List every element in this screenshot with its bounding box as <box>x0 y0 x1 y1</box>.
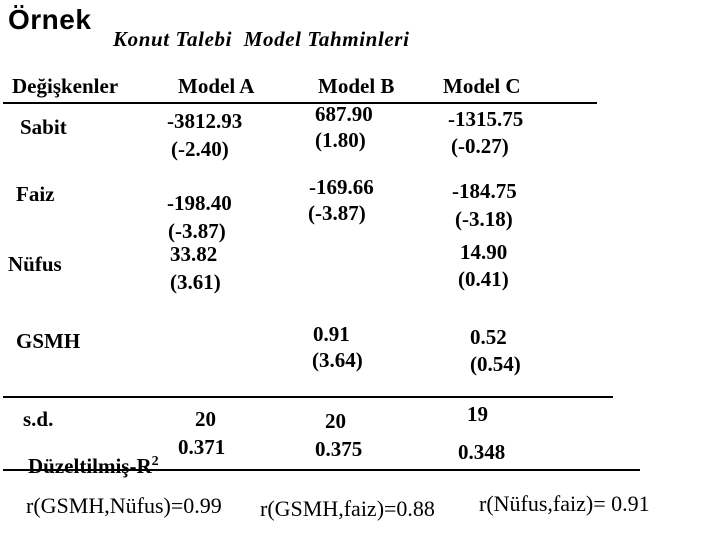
gsmh-model-b-coef: 0.91 <box>313 322 350 346</box>
slide-title: Konut Talebi Model Tahminleri <box>113 27 410 51</box>
sabit-model-a-tstat: (-2.40) <box>171 137 229 161</box>
bottom-divider <box>3 469 640 471</box>
slide-heading: Örnek <box>8 4 92 35</box>
correlation-gsmh-nufus: r(GSMH,Nüfus)=0.99 <box>26 493 222 518</box>
adjusted-r2-superscript: 2 <box>151 454 159 469</box>
r2-model-a: 0.371 <box>178 435 226 459</box>
faiz-model-a-coef: -198.40 <box>167 191 232 215</box>
faiz-model-c-coef: -184.75 <box>452 179 517 203</box>
adjusted-r2-text: Düzeltilmiş-R <box>28 454 152 478</box>
gsmh-model-c-tstat: (0.54) <box>470 352 521 376</box>
body-divider <box>3 396 613 398</box>
col-header-model-a: Model A <box>178 74 255 98</box>
row-label-gsmh: GSMH <box>16 329 81 353</box>
gsmh-model-b-tstat: (3.64) <box>312 348 363 372</box>
gsmh-model-c-coef: 0.52 <box>470 325 507 349</box>
sabit-model-a-coef: -3812.93 <box>167 109 243 133</box>
col-header-model-b: Model B <box>318 74 395 98</box>
faiz-model-a-tstat: (-3.87) <box>168 219 226 243</box>
correlation-gsmh-faiz: r(GSMH,faiz)=0.88 <box>260 496 435 521</box>
stat-label-sd: s.d. <box>23 407 54 431</box>
faiz-model-c-tstat: (-3.18) <box>455 207 513 231</box>
nufus-model-c-coef: 14.90 <box>460 240 508 264</box>
col-header-variables: Değişkenler <box>12 74 119 98</box>
nufus-model-a-coef: 33.82 <box>170 242 218 266</box>
col-header-model-c: Model C <box>443 74 521 98</box>
sd-model-a: 20 <box>195 407 216 431</box>
sabit-model-c-tstat: (-0.27) <box>451 134 509 158</box>
nufus-model-a-tstat: (3.61) <box>170 270 221 294</box>
nufus-model-c-tstat: (0.41) <box>458 267 509 291</box>
sd-model-b: 20 <box>325 409 346 433</box>
correlation-nufus-faiz: r(Nüfus,faiz)= 0.91 <box>479 491 650 516</box>
faiz-model-b-tstat: (-3.87) <box>308 201 366 225</box>
r2-model-c: 0.348 <box>458 440 506 464</box>
row-label-faiz: Faiz <box>16 182 55 206</box>
sd-model-c: 19 <box>467 402 488 426</box>
r2-model-b: 0.375 <box>315 437 363 461</box>
sabit-model-b-coef: 687.90 <box>315 102 373 126</box>
faiz-model-b-coef: -169.66 <box>309 175 374 199</box>
sabit-model-c-coef: -1315.75 <box>448 107 524 131</box>
header-divider <box>3 102 597 104</box>
stat-label-adjusted-r2: Düzeltilmiş-R2 <box>7 435 159 498</box>
sabit-model-b-tstat: (1.80) <box>315 128 366 152</box>
row-label-sabit: Sabit <box>20 115 67 139</box>
row-label-nufus: Nüfus <box>8 252 62 276</box>
